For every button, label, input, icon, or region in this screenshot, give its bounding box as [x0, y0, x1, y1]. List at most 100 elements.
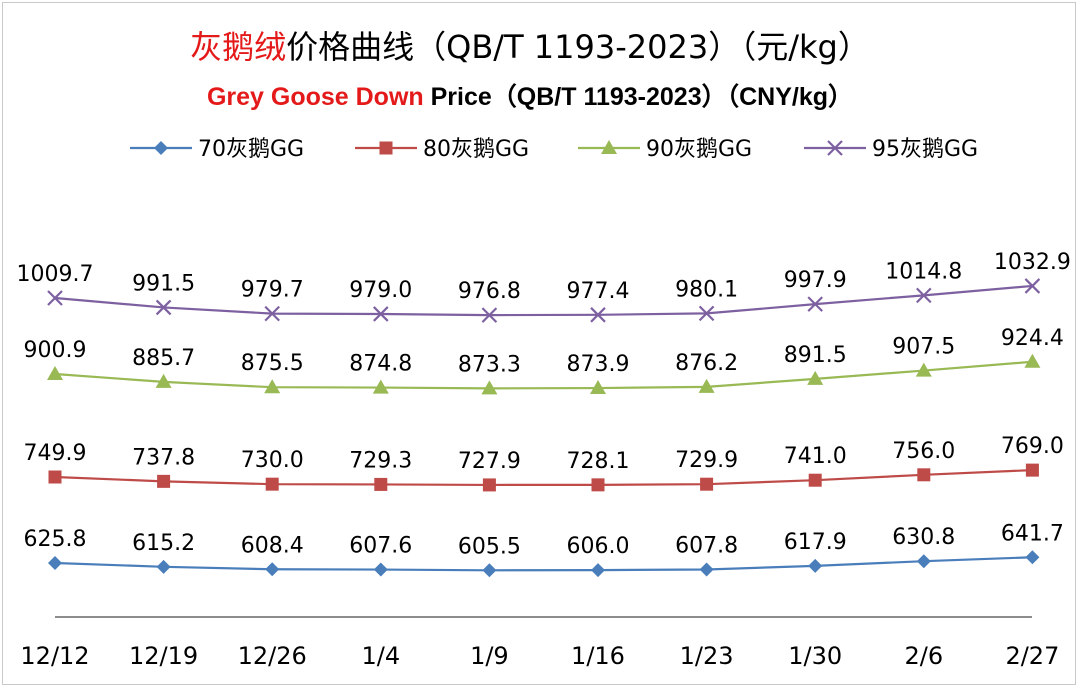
data-point-marker [156, 559, 171, 574]
chart-title-en-highlight: Grey Goose Down [206, 83, 424, 111]
data-point-marker [482, 478, 496, 492]
data-point-marker [808, 473, 822, 487]
data-point-marker-stroke [1024, 278, 1041, 294]
series-line-1 [54, 556, 1033, 572]
data-label: 907.5 [892, 335, 955, 360]
data-point-marker [698, 378, 715, 393]
data-label: 608.4 [241, 533, 304, 558]
chart-title-cn-highlight: 灰鹅绒 [190, 28, 287, 66]
legend-marker [379, 141, 393, 155]
data-point-marker [591, 478, 605, 492]
data-label: 756.0 [892, 439, 955, 464]
x-tick-label: 2/6 [904, 642, 943, 670]
data-point-marker [47, 290, 63, 306]
data-label: 976.8 [458, 279, 521, 304]
series-line-4 [54, 284, 1033, 317]
data-point-marker [700, 477, 714, 491]
data-label: 875.5 [241, 351, 304, 376]
data-point-marker [916, 287, 932, 304]
data-label: 607.8 [675, 533, 738, 558]
data-point-marker-stroke [481, 307, 498, 323]
series-line-3 [54, 360, 1033, 390]
data-point-marker [47, 366, 63, 380]
x-tick-label: 1/9 [470, 642, 509, 670]
data-label: 729.3 [349, 448, 412, 473]
data-point-marker [157, 474, 171, 488]
data-label: 749.9 [24, 441, 87, 466]
data-point-marker [590, 307, 606, 323]
legend-marker [154, 141, 168, 155]
data-point-marker-stroke [373, 306, 389, 322]
data-point-marker-stroke [807, 296, 823, 312]
chart-title-cn: 灰鹅绒价格曲线（QB/T 1193-2023）（元/kg） [0, 22, 1060, 68]
data-label: 891.5 [784, 343, 847, 368]
data-point-marker [482, 563, 497, 578]
data-point-marker [1025, 463, 1039, 477]
data-label: 979.0 [349, 278, 412, 303]
data-point-marker [1025, 550, 1040, 565]
chart-title-cn-rest: 价格曲线（QB/T 1193-2023）（元/kg） [286, 28, 870, 66]
data-point-marker-stroke [264, 305, 280, 322]
data-label: 641.7 [1001, 521, 1064, 546]
data-point-marker [265, 477, 279, 491]
data-label: 625.8 [24, 527, 87, 552]
data-point-marker [591, 563, 605, 578]
data-point-marker [155, 299, 172, 316]
data-label: 1009.7 [17, 262, 94, 287]
data-label: 615.2 [132, 531, 195, 556]
x-tick-label: 1/30 [788, 642, 842, 670]
data-point-marker [807, 296, 823, 312]
data-point-marker [916, 554, 931, 569]
legend-label: 70灰鹅GG [198, 137, 304, 162]
legend-label: 90灰鹅GG [646, 137, 752, 162]
data-point-marker [48, 556, 62, 570]
data-label: 727.9 [458, 449, 521, 474]
data-label: 605.5 [458, 534, 521, 559]
data-point-marker [373, 562, 388, 577]
x-tick-label: 1/16 [571, 642, 625, 670]
data-label: 885.7 [132, 346, 195, 371]
data-point-marker [808, 558, 823, 573]
data-point-marker-stroke [698, 305, 715, 322]
data-point-marker-stroke [916, 287, 932, 304]
data-label: 900.9 [24, 338, 87, 363]
data-label: 997.9 [784, 268, 847, 293]
data-point-marker [155, 373, 172, 388]
data-label: 630.8 [892, 525, 955, 550]
data-point-marker [264, 305, 280, 322]
x-tick-label: 12/12 [20, 642, 89, 670]
data-label: 873.3 [458, 352, 521, 377]
data-point-marker [48, 470, 62, 484]
data-label: 729.9 [675, 448, 738, 473]
data-label: 607.6 [349, 534, 412, 559]
data-label: 873.9 [567, 352, 630, 377]
data-point-marker [372, 379, 389, 394]
legend-marker-stroke [827, 140, 843, 156]
data-point-marker [807, 370, 824, 385]
x-tick-label: 1/23 [680, 642, 734, 670]
data-point-marker [481, 307, 498, 323]
data-point-marker-stroke [47, 290, 63, 306]
data-point-marker [481, 380, 498, 395]
data-label: 728.1 [567, 449, 630, 474]
data-point-marker [264, 379, 281, 394]
data-label: 980.1 [675, 277, 738, 302]
data-point-marker [698, 305, 715, 322]
legend-marker [601, 140, 617, 154]
legend-label: 80灰鹅GG [423, 137, 529, 162]
data-label: 730.0 [241, 448, 304, 473]
data-label: 769.0 [1001, 434, 1064, 459]
data-label: 606.0 [567, 534, 630, 559]
data-point-marker [373, 306, 389, 322]
data-label: 874.8 [349, 352, 412, 377]
series-line-2 [54, 469, 1033, 487]
data-point-marker-stroke [155, 299, 172, 316]
data-point-marker [590, 380, 606, 395]
data-point-marker [699, 562, 714, 577]
legend-marker [827, 140, 843, 156]
data-label: 977.4 [567, 279, 630, 304]
data-label: 737.8 [132, 445, 195, 470]
data-label: 1032.9 [994, 250, 1071, 275]
x-tick-label: 1/4 [361, 642, 400, 670]
